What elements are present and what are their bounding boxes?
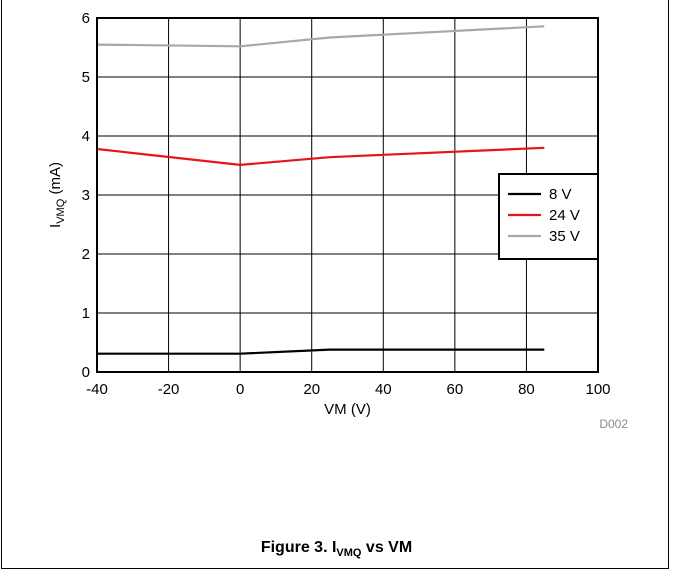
x-tick-label: 100 bbox=[585, 381, 610, 398]
caption-prefix: Figure 3. I bbox=[260, 539, 337, 556]
series-line-8v bbox=[97, 348, 545, 355]
y-tick-label: 5 bbox=[82, 69, 90, 86]
plot-id: D002 bbox=[599, 417, 628, 431]
caption-suffix: vs VM bbox=[361, 539, 413, 556]
y-tick-label: 4 bbox=[82, 128, 90, 145]
legend-box bbox=[498, 173, 599, 260]
x-tick-label: -40 bbox=[86, 381, 108, 398]
x-tick-label: 0 bbox=[236, 381, 244, 398]
x-tick-label: -20 bbox=[158, 381, 180, 398]
y-tick-label: 3 bbox=[82, 187, 90, 204]
x-tick-label: 40 bbox=[375, 381, 392, 398]
legend-label: 8 V bbox=[549, 186, 572, 203]
y-tick-label: 0 bbox=[82, 364, 90, 381]
y-tick-label: 6 bbox=[82, 10, 90, 27]
chart: -40 -20 0 20 40 60 80 100 0 1 2 3 4 5 6 VM (V) IVMQ (mA)… bbox=[47, 10, 628, 431]
caption-subscript: VMQ bbox=[336, 547, 362, 560]
x-tick-label: 60 bbox=[447, 381, 464, 398]
y-tick-label: 2 bbox=[82, 246, 90, 263]
x-tick-label: 20 bbox=[303, 381, 320, 398]
y-axis-title: IVMQ (mA) bbox=[47, 162, 67, 228]
legend-label: 24 V bbox=[549, 207, 580, 224]
x-tick-label: 80 bbox=[518, 381, 535, 398]
series-line-35v bbox=[96, 25, 545, 48]
legend-label: 35 V bbox=[549, 228, 580, 245]
x-axis-title: VM (V) bbox=[324, 401, 371, 418]
figure-caption: Figure 3. IVMQ vs VM bbox=[0, 539, 673, 559]
y-tick-label: 1 bbox=[82, 305, 90, 322]
series-line-24v bbox=[96, 146, 545, 166]
